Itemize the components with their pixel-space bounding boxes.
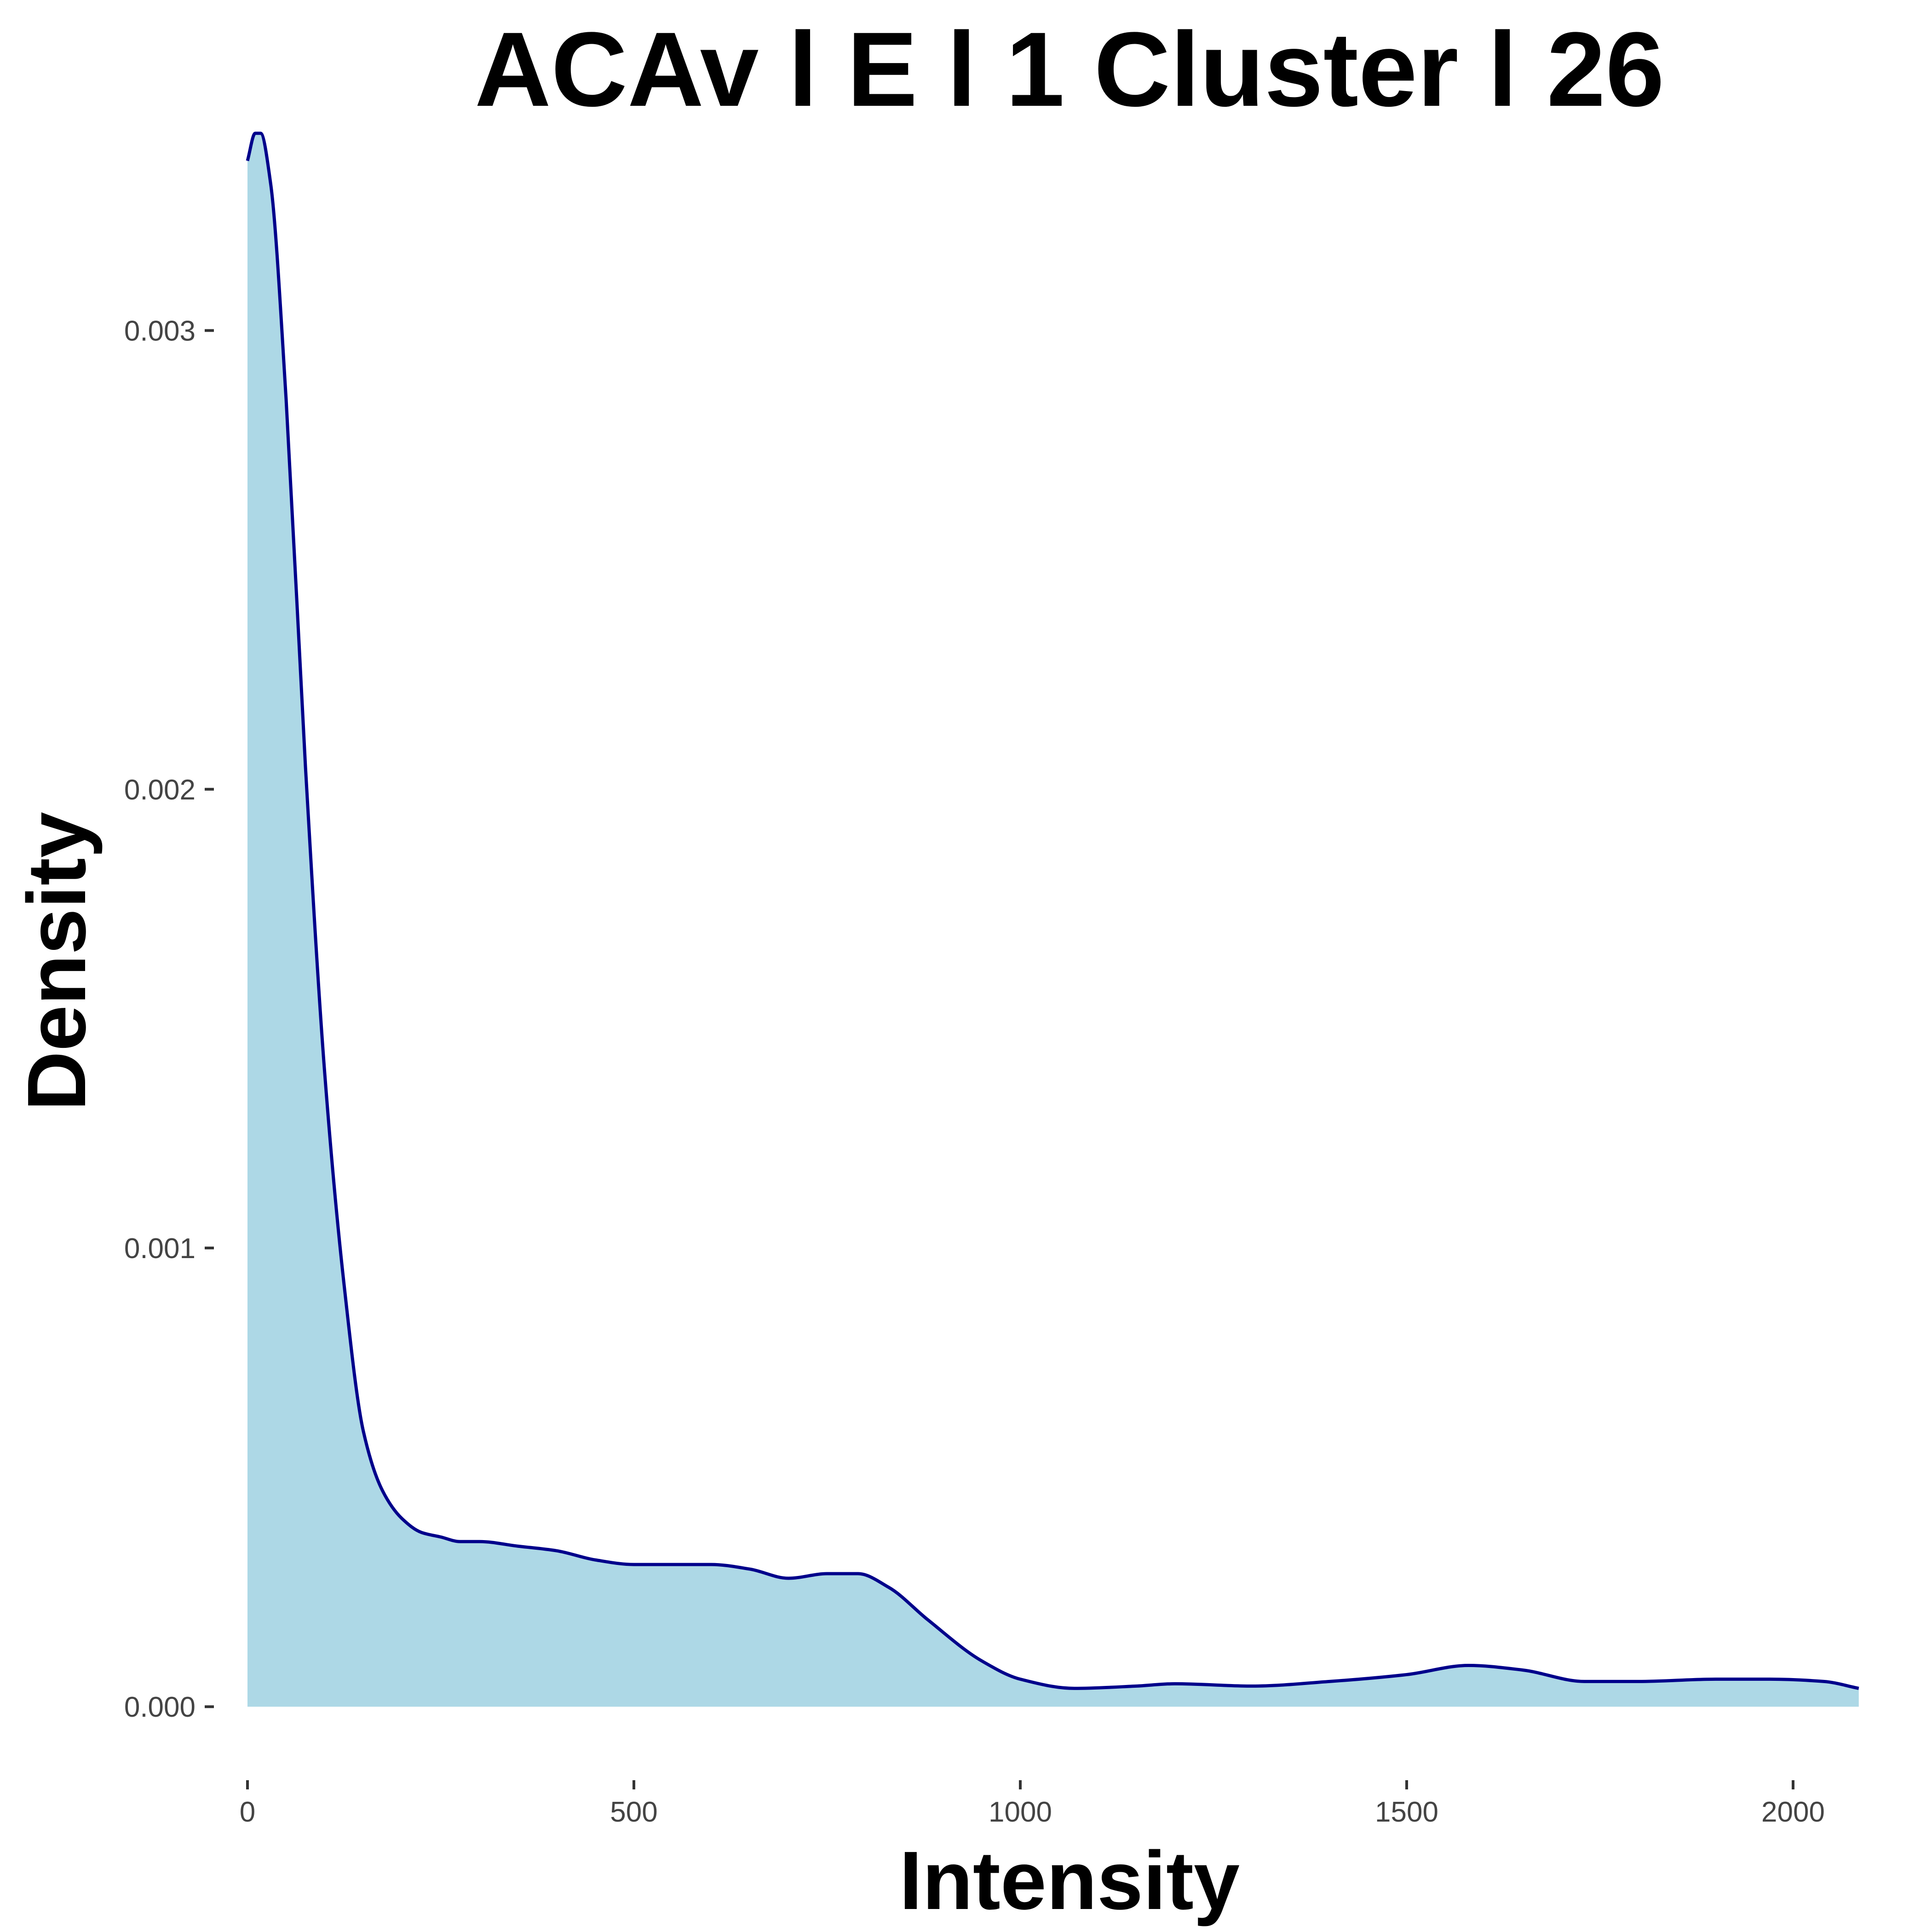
x-tick-label: 500 <box>610 1796 657 1828</box>
y-tick-label: 0.000 <box>124 1691 196 1723</box>
density-area-0 <box>247 133 1859 1707</box>
x-axis: 0 500 1000 1500 2000 <box>240 1780 1825 1828</box>
plot-area <box>246 132 1859 1707</box>
y-tick-label: 0.001 <box>124 1233 196 1265</box>
y-axis-title: Density <box>11 812 103 1111</box>
x-tick-label: 1500 <box>1375 1796 1438 1828</box>
density-line-0 <box>246 132 1859 1690</box>
chart-title: ACAv l E l 1 Cluster l 26 <box>475 10 1664 128</box>
x-tick-label: 2000 <box>1761 1796 1825 1828</box>
x-tick-label: 1000 <box>989 1796 1052 1828</box>
y-axis: 0.000 0.001 0.002 0.003 <box>124 316 214 1723</box>
y-tick-label: 0.003 <box>124 316 196 347</box>
x-axis-title: Intensity <box>899 1834 1240 1927</box>
x-tick-label: 0 <box>240 1796 255 1828</box>
y-tick-label: 0.002 <box>124 774 196 806</box>
